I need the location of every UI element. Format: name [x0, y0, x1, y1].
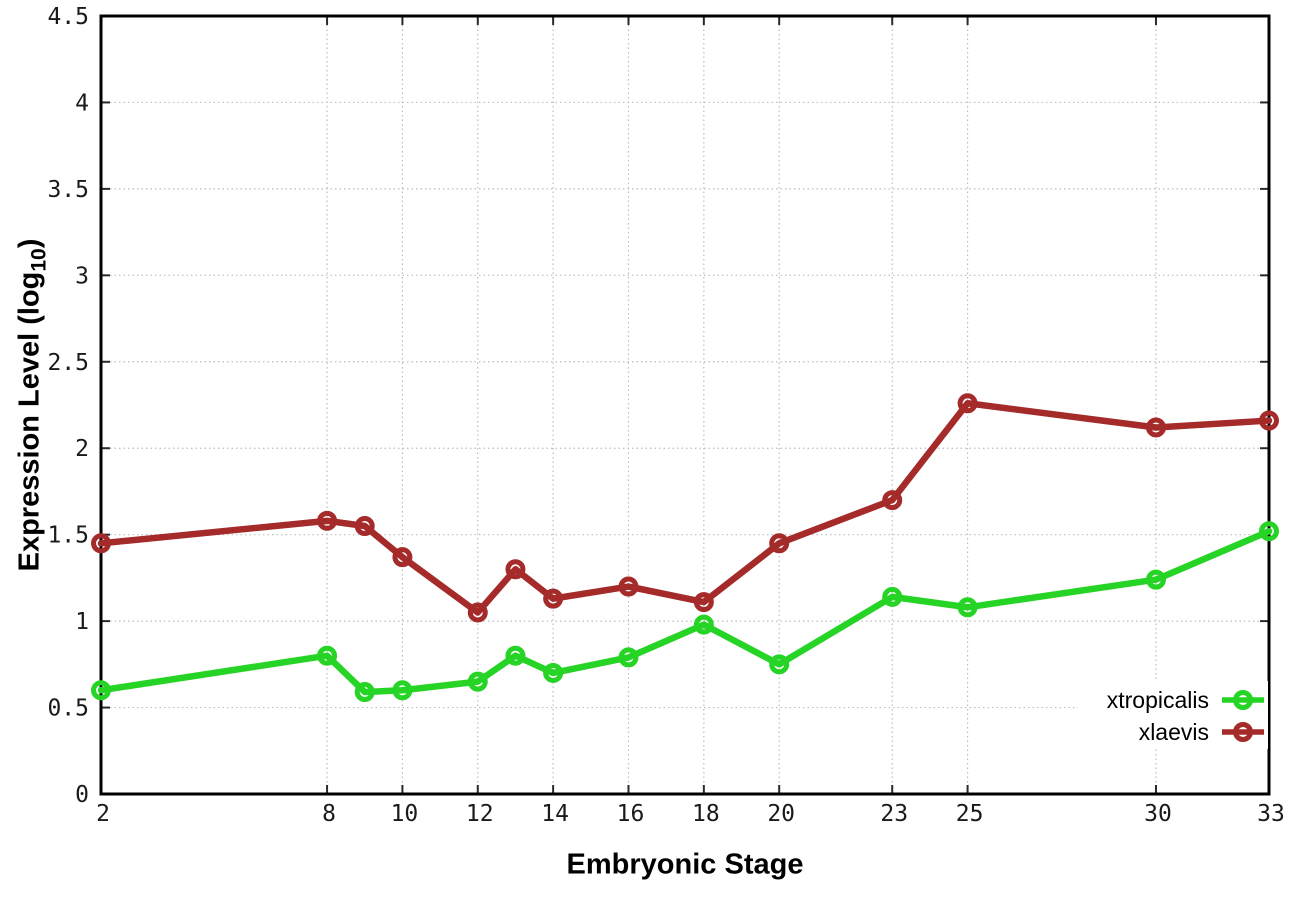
y-axis-title: Expression Level (log10)	[13, 238, 51, 572]
y-axis-title-subscript: 10	[27, 248, 51, 272]
x-tick-label: 25	[956, 801, 984, 827]
x-tick-label: 16	[617, 801, 645, 827]
y-tick-label: 0	[75, 782, 89, 808]
data-point-xtropicalis	[693, 614, 714, 635]
x-tick-label: 18	[692, 801, 720, 827]
data-point-xtropicalis	[957, 597, 978, 618]
data-point-xtropicalis	[467, 671, 488, 692]
data-point-xtropicalis	[317, 645, 338, 666]
data-point-xlaevis	[882, 490, 903, 511]
legend-item-xtropicalis: xtropicalis	[1107, 684, 1267, 716]
x-tick-label: 2	[96, 801, 110, 827]
data-point-xlaevis	[505, 559, 526, 580]
legend-label-xlaevis: xlaevis	[1138, 718, 1209, 745]
y-tick-label: 4	[75, 90, 89, 116]
data-point-xtropicalis	[882, 586, 903, 607]
x-tick-label: 30	[1144, 801, 1172, 827]
series-line-xtropicalis	[97, 527, 1273, 696]
data-point-xlaevis	[769, 533, 790, 554]
data-point-xlaevis	[618, 576, 639, 597]
y-tick-label: 1.5	[47, 523, 89, 549]
legend-item-xlaevis: xlaevis	[1139, 716, 1267, 748]
legend-line-sample-icon	[1222, 690, 1264, 710]
x-tick-label: 10	[391, 801, 419, 827]
plot-border	[99, 14, 1271, 796]
y-tick-label: 3	[75, 263, 89, 289]
data-point-xtropicalis	[91, 680, 111, 701]
data-point-xlaevis	[1259, 410, 1279, 431]
data-point-xtropicalis	[618, 647, 639, 668]
x-tick-label: 14	[541, 801, 569, 827]
legend-label-xtropicalis: xtropicalis	[1106, 686, 1209, 713]
y-tick-label: 0.5	[47, 696, 89, 722]
series-line-xlaevis	[97, 400, 1273, 616]
x-axis-title: Embryonic Stage	[566, 848, 804, 881]
data-point-xlaevis	[693, 592, 714, 613]
y-tick-label: 1	[75, 609, 89, 635]
data-point-xtropicalis	[769, 654, 790, 675]
x-tick-label: 23	[880, 801, 908, 827]
data-point-xtropicalis	[354, 681, 375, 702]
data-point-xtropicalis	[543, 662, 564, 683]
y-tick-label: 3.5	[47, 177, 89, 203]
x-tick-label: 12	[466, 801, 494, 827]
x-tick-label: 33	[1257, 801, 1285, 827]
y-axis-title-text: Expression Level (log	[13, 271, 46, 572]
data-point-xtropicalis	[1259, 521, 1279, 542]
data-point-xlaevis	[467, 602, 488, 623]
data-point-xlaevis	[91, 533, 111, 554]
x-tick-label: 8	[322, 801, 336, 827]
data-point-xtropicalis	[1145, 569, 1166, 590]
x-tick-label: 20	[767, 801, 795, 827]
data-point-xlaevis	[543, 588, 564, 609]
y-axis-title-close: )	[13, 238, 46, 249]
data-point-xlaevis	[957, 393, 978, 414]
legend-line-sample-icon	[1222, 722, 1264, 742]
data-point-xlaevis	[1145, 417, 1166, 438]
data-point-xlaevis	[317, 510, 338, 531]
legend: xtropicalis xlaevis	[1098, 684, 1267, 748]
y-tick-label: 4.5	[47, 4, 89, 30]
y-tick-label: 2.5	[47, 350, 89, 376]
y-tick-label: 2	[75, 436, 89, 462]
data-point-xtropicalis	[392, 680, 413, 701]
data-point-xlaevis	[354, 516, 375, 537]
data-point-xtropicalis	[505, 645, 526, 666]
data-point-xlaevis	[392, 547, 413, 568]
